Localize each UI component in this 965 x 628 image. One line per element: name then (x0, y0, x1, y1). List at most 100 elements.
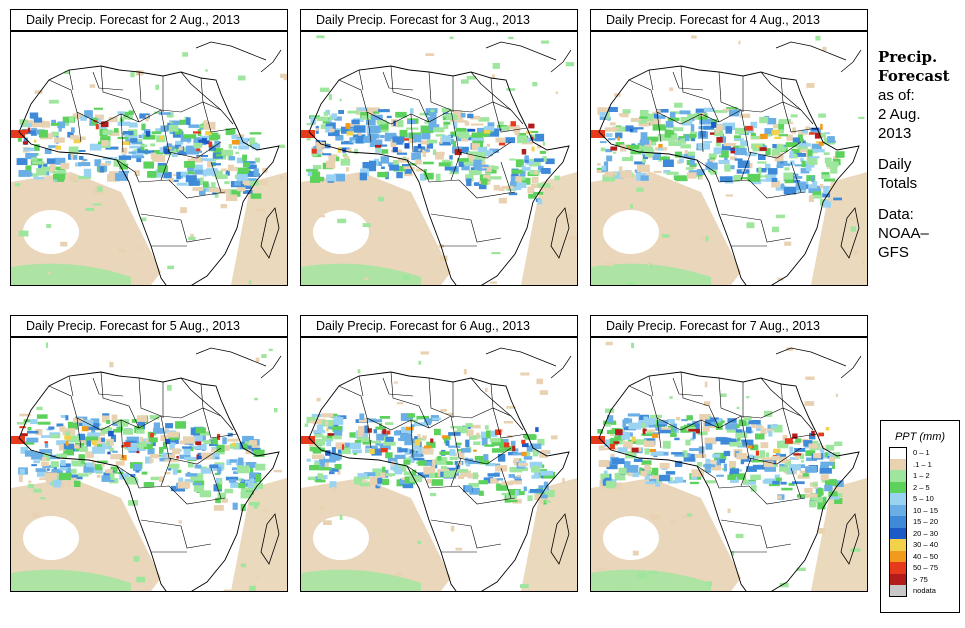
rain-cell (496, 483, 508, 491)
rain-cell (447, 467, 460, 471)
rain-cell (506, 124, 520, 130)
rain-cell (722, 108, 735, 112)
rain-cell (417, 460, 427, 466)
rain-cell (217, 466, 222, 474)
rain-cell (153, 427, 164, 434)
rain-cell (131, 150, 144, 158)
rain-cell (617, 447, 628, 453)
rain-cell (443, 470, 456, 478)
rain-cell (109, 472, 115, 480)
rain-cell (392, 136, 405, 143)
rain-cell (31, 157, 38, 161)
rain-cell (240, 478, 245, 483)
rain-cell (480, 431, 491, 439)
rain-cell (686, 415, 693, 421)
rain-cell (758, 154, 766, 160)
rain-cell (641, 429, 655, 432)
rain-cell (157, 165, 168, 173)
rain-cell (609, 122, 616, 126)
country-border (500, 467, 512, 499)
rain-cell (486, 143, 490, 147)
rain-cell (771, 180, 781, 188)
rain-cell (316, 176, 325, 182)
rain-cell (79, 445, 88, 452)
rain-cell (534, 170, 538, 175)
rain-cell (224, 445, 230, 451)
rain-cell (622, 419, 627, 428)
rain-cell (467, 151, 480, 155)
heavy-rain-cell (716, 137, 723, 143)
rain-cell (197, 466, 208, 469)
indian-ocean-rain (521, 172, 577, 285)
rain-cell (172, 468, 178, 475)
rain-cell (44, 148, 52, 154)
daily-label: Daily (878, 156, 912, 173)
rain-cell (65, 467, 71, 475)
rain-cell (215, 456, 220, 460)
coastline (840, 355, 862, 379)
rain-cell (751, 425, 764, 428)
rain-cell (659, 429, 671, 434)
rain-cell (71, 477, 77, 481)
rain-cell (455, 547, 463, 551)
rain-cell (356, 437, 369, 443)
heavy-rain-cell (27, 127, 31, 133)
heavy-rain-cell (19, 426, 26, 429)
rain-cell (849, 216, 855, 221)
country-border (92, 377, 124, 397)
rain-cell (784, 241, 792, 246)
legend-label: 1 – 2 (913, 471, 930, 480)
rain-cell (304, 423, 309, 427)
rain-cell (466, 429, 474, 437)
rain-cell (128, 114, 133, 120)
rain-cell (627, 413, 641, 417)
rain-cell (78, 162, 91, 167)
rain-cell (203, 440, 212, 444)
rain-cell (777, 495, 782, 499)
heavy-rain-cell (818, 432, 824, 437)
rain-cell (356, 107, 366, 115)
legend-swatch (889, 458, 907, 470)
rain-cell (94, 464, 103, 471)
rain-cell (311, 414, 325, 418)
rain-cell (602, 479, 607, 486)
rain-cell (92, 203, 102, 206)
rain-cell (402, 164, 409, 167)
rain-cell (510, 181, 518, 187)
rain-cell (771, 455, 781, 461)
rain-cell (357, 431, 363, 437)
country-border (490, 383, 494, 409)
heavy-rain-cell (613, 441, 620, 444)
rain-cell (460, 470, 472, 478)
rain-cell (59, 426, 66, 432)
heavy-rain-cell (414, 439, 421, 446)
rain-cell (247, 164, 257, 170)
rain-cell (68, 175, 79, 182)
rain-cell (196, 155, 208, 157)
rain-cell (727, 418, 737, 423)
rain-cell (615, 132, 623, 139)
country-border (410, 113, 414, 153)
heavy-rain-cell (231, 140, 240, 145)
rain-cell (599, 141, 607, 144)
rain-cell (249, 501, 260, 506)
rain-cell (396, 172, 403, 179)
rain-cell (805, 184, 818, 189)
rain-cell (534, 158, 544, 162)
heavy-rain-cell (512, 445, 516, 452)
rain-cell (134, 170, 140, 176)
rain-cell (162, 441, 167, 450)
rain-cell (79, 433, 86, 441)
rain-cell (511, 169, 523, 174)
rain-cell (453, 452, 458, 457)
rain-cell (598, 460, 610, 467)
rain-cell (372, 477, 383, 484)
rain-cell (478, 117, 490, 122)
rain-cell (58, 472, 72, 481)
rain-cell (509, 480, 522, 485)
heavy-rain-cell (755, 145, 760, 148)
country-border (390, 371, 430, 429)
rain-cell (33, 460, 40, 464)
rain-cell (604, 127, 617, 132)
rain-cell (422, 435, 427, 440)
